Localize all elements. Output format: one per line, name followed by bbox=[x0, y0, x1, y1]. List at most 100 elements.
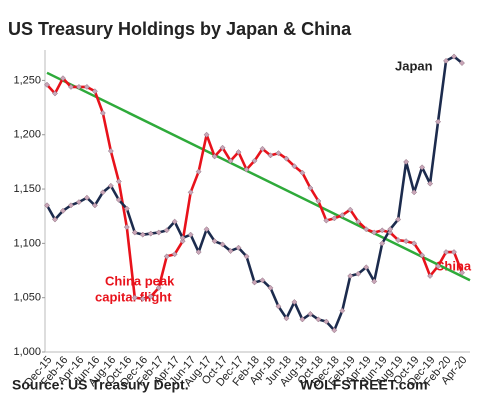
data-point bbox=[60, 207, 66, 214]
data-point bbox=[203, 131, 210, 138]
data-point bbox=[395, 216, 402, 223]
data-point bbox=[427, 180, 434, 187]
data-point bbox=[443, 57, 449, 64]
data-point bbox=[83, 83, 90, 90]
data-point bbox=[107, 148, 114, 154]
data-point bbox=[115, 178, 122, 185]
data-point bbox=[379, 240, 386, 247]
data-point bbox=[67, 83, 74, 90]
data-point bbox=[163, 253, 170, 260]
data-point bbox=[187, 189, 194, 196]
data-point bbox=[91, 88, 98, 95]
data-point bbox=[267, 284, 274, 291]
data-point bbox=[339, 307, 346, 314]
data-point bbox=[131, 294, 138, 301]
data-point bbox=[299, 316, 306, 323]
data-point bbox=[179, 238, 186, 245]
data-point bbox=[315, 198, 322, 204]
y-tick-label: 1,150 bbox=[13, 183, 41, 195]
data-point bbox=[363, 264, 370, 271]
data-point bbox=[347, 206, 354, 213]
data-point bbox=[91, 202, 98, 209]
legend-label: Japan bbox=[395, 58, 433, 73]
data-point bbox=[283, 155, 290, 162]
data-point bbox=[331, 327, 338, 334]
data-point bbox=[99, 110, 106, 116]
y-tick-label: 1,050 bbox=[13, 292, 41, 304]
y-tick-label: 1,000 bbox=[13, 346, 41, 358]
data-point bbox=[259, 145, 266, 152]
data-point bbox=[139, 231, 146, 238]
data-point bbox=[171, 218, 178, 225]
data-point bbox=[139, 295, 146, 302]
y-tick-label: 1,200 bbox=[13, 129, 41, 141]
data-point bbox=[67, 202, 74, 209]
data-point bbox=[131, 229, 138, 236]
data-point bbox=[299, 169, 306, 176]
data-point bbox=[363, 226, 370, 233]
data-point bbox=[347, 273, 354, 279]
data-point bbox=[419, 164, 426, 171]
y-tick-label: 1,250 bbox=[13, 74, 41, 86]
data-point bbox=[107, 182, 114, 189]
data-point bbox=[403, 238, 410, 245]
data-point bbox=[171, 251, 178, 258]
trend-line bbox=[46, 71, 471, 282]
data-point bbox=[387, 229, 394, 236]
data-point bbox=[339, 212, 346, 219]
data-point bbox=[443, 249, 449, 256]
data-point bbox=[227, 157, 234, 164]
data-point bbox=[235, 149, 242, 156]
data-point bbox=[403, 158, 410, 165]
data-point bbox=[411, 240, 418, 247]
data-point bbox=[123, 205, 130, 212]
data-point bbox=[60, 75, 66, 82]
data-point bbox=[115, 196, 122, 203]
data-point bbox=[427, 273, 434, 279]
data-point bbox=[267, 152, 274, 159]
data-point bbox=[451, 249, 457, 256]
data-point bbox=[291, 163, 298, 170]
data-point bbox=[291, 299, 298, 305]
data-point bbox=[451, 53, 457, 60]
data-point bbox=[203, 226, 210, 233]
data-point bbox=[355, 218, 362, 225]
data-point bbox=[251, 157, 258, 164]
data-point bbox=[147, 230, 154, 237]
data-point bbox=[371, 229, 378, 236]
data-point bbox=[331, 215, 338, 222]
brand: WOLFSTREET.com bbox=[300, 377, 428, 393]
y-tick-label: 1,100 bbox=[13, 237, 41, 249]
data-point bbox=[123, 224, 130, 231]
data-point bbox=[419, 252, 426, 259]
data-point bbox=[211, 153, 218, 160]
data-point bbox=[243, 166, 250, 173]
data-point bbox=[315, 316, 322, 323]
data-point bbox=[75, 199, 82, 206]
data-point bbox=[387, 226, 394, 233]
data-point bbox=[411, 189, 418, 196]
data-point bbox=[251, 279, 258, 286]
data-point bbox=[44, 81, 50, 88]
data-point bbox=[155, 284, 162, 291]
data-point bbox=[83, 194, 90, 201]
data-point bbox=[395, 237, 402, 244]
data-point bbox=[99, 189, 106, 196]
data-point bbox=[163, 227, 170, 234]
data-point bbox=[275, 303, 282, 310]
data-point bbox=[52, 90, 58, 97]
data-point bbox=[219, 144, 226, 151]
data-point bbox=[187, 231, 194, 238]
data-point bbox=[459, 269, 465, 276]
data-point bbox=[275, 150, 282, 157]
data-point bbox=[75, 83, 82, 90]
data-point bbox=[379, 227, 386, 234]
annotation: China peak bbox=[105, 273, 175, 288]
legend-label: China bbox=[435, 258, 472, 273]
data-point bbox=[227, 248, 234, 254]
data-point bbox=[235, 244, 242, 251]
data-point bbox=[435, 118, 442, 125]
source: Source: US Treasury Dept. bbox=[12, 377, 189, 393]
data-point bbox=[211, 238, 218, 245]
data-point bbox=[219, 241, 226, 248]
